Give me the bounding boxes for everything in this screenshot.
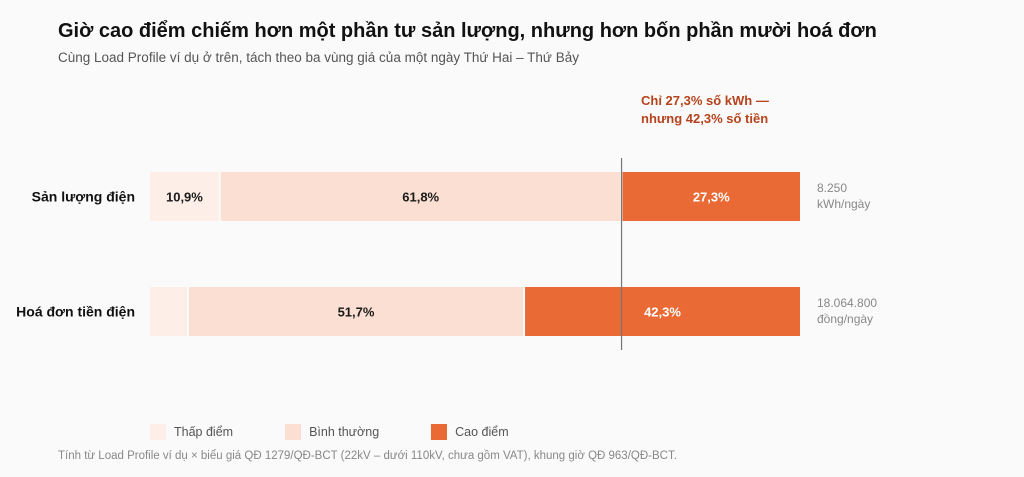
chart-title: Giờ cao điểm chiếm hơn một phần tư sản l… [58,20,877,42]
total-value: 8.250 [817,181,847,195]
data-label: 51,7% [338,305,375,320]
legend-item-off_peak: Thấp điểm [150,424,233,440]
bar-segment-peak [622,172,800,221]
legend-label: Thấp điểm [174,425,234,439]
legend-item-peak: Cao điểm [431,424,509,440]
category-label: Sản lượng điện [32,189,135,205]
annotation-line-1: Chỉ 27,3% số kWh — [641,93,769,108]
category-label: Hoá đơn tiền điện [16,304,135,320]
bar-segment-peak [525,287,800,336]
chart-legend: Thấp điểm Bình thường Cao điểm [150,424,561,440]
data-label: 61,8% [402,190,439,205]
footnote: Tính từ Load Profile ví dụ × biểu giá QĐ… [58,450,677,462]
bar-segment-normal [220,172,621,221]
bar-segment-off_peak [150,287,187,336]
total-value: 18.064.800 [817,296,877,310]
total-unit: đồng/ngày [817,312,873,326]
bar-segment-normal [189,287,524,336]
legend-swatch [431,424,448,440]
annotation-line-2: nhưng 42,3% số tiền [641,111,768,126]
legend-label: Cao điểm [455,425,509,439]
data-label: 42,3% [644,305,681,320]
data-label: 27,3% [693,190,730,205]
legend-swatch [150,424,166,440]
total-unit: kWh/ngày [817,197,870,211]
data-label: 10,9% [166,190,203,205]
legend-item-normal: Bình thường [285,424,379,440]
legend-swatch [285,424,302,440]
legend-label: Bình thường [309,425,380,439]
bar-segment-off_peak [150,172,219,221]
chart-subtitle: Cùng Load Profile ví dụ ở trên, tách the… [58,50,579,65]
